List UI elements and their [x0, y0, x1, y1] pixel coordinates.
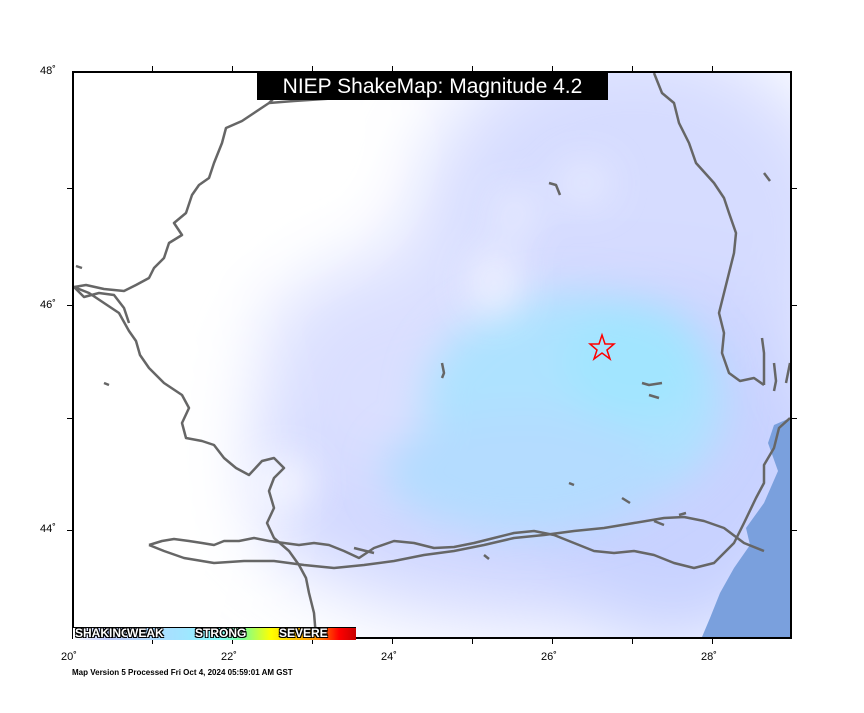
- tick-left: [67, 530, 72, 531]
- tick-top: [632, 66, 633, 71]
- black-sea: [702, 418, 790, 637]
- country-borders: [74, 73, 790, 637]
- y-tick-label-46: 46˚: [40, 299, 56, 311]
- map-title: NIEP ShakeMap: Magnitude 4.2: [257, 73, 608, 100]
- tick-bottom: [152, 639, 153, 644]
- y-tick-label-48: 48˚: [40, 65, 56, 77]
- tick-top: [392, 66, 393, 71]
- tick-bottom: [312, 639, 313, 644]
- tick-top: [312, 66, 313, 71]
- tick-bottom: [472, 639, 473, 644]
- intensity-light-patches: [254, 163, 609, 508]
- tick-top: [712, 66, 713, 71]
- tick-top: [152, 66, 153, 71]
- tick-top: [552, 66, 553, 71]
- tick-left: [67, 305, 72, 306]
- x-tick-label-20: 20˚: [61, 651, 77, 663]
- epicenter-star: [587, 332, 617, 362]
- tick-bottom: [632, 639, 633, 644]
- tick-right: [792, 530, 797, 531]
- y-tick-label-44: 44˚: [40, 523, 56, 535]
- legend-label-shaking: SHAKING: [75, 627, 127, 640]
- map-frame[interactable]: [72, 71, 792, 639]
- tick-bottom: [232, 639, 233, 644]
- map-canvas[interactable]: [74, 73, 790, 637]
- x-tick-label-24: 24˚: [381, 651, 397, 663]
- intensity-shading-strong: [384, 293, 724, 533]
- legend-label-weak: WEAK: [127, 626, 164, 640]
- x-tick-label-22: 22˚: [221, 651, 237, 663]
- tick-left: [67, 418, 72, 419]
- tick-top: [472, 66, 473, 71]
- tick-right: [792, 418, 797, 419]
- tick-right: [792, 188, 797, 189]
- tick-right: [792, 305, 797, 306]
- tick-left: [67, 188, 72, 189]
- legend-label-severe: SEVERE: [279, 626, 328, 640]
- intensity-legend-bar: [73, 627, 356, 640]
- map-version-note: Map Version 5 Processed Fri Oct 4, 2024 …: [72, 668, 293, 677]
- x-tick-label-28: 28˚: [701, 651, 717, 663]
- x-tick-label-26: 26˚: [541, 651, 557, 663]
- tick-top: [232, 66, 233, 71]
- tick-bottom: [712, 639, 713, 644]
- tick-bottom: [552, 639, 553, 644]
- tick-bottom: [392, 639, 393, 644]
- legend-label-strong: STRONG: [195, 626, 247, 640]
